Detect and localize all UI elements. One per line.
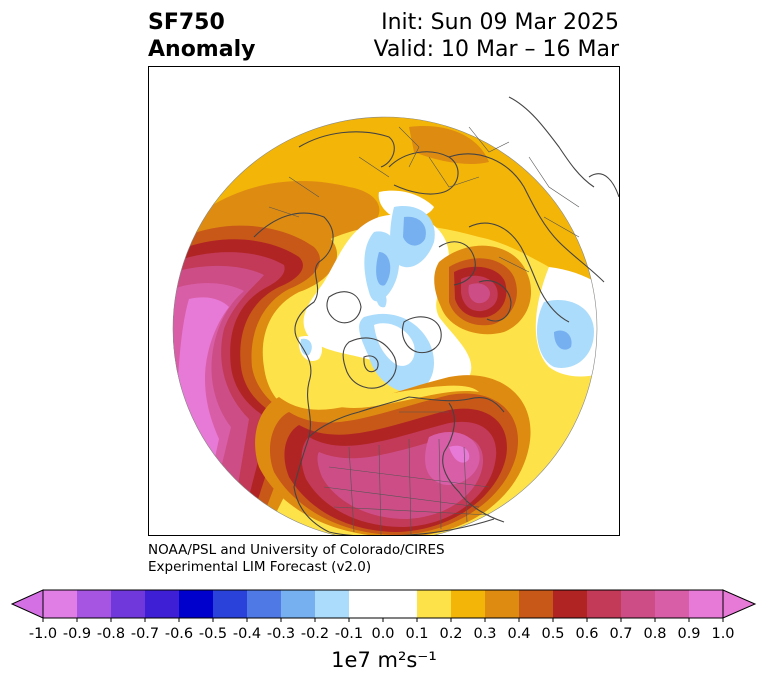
colorbar-cell	[281, 590, 316, 618]
borders	[268, 126, 580, 535]
colorbar-tick-label: 0.9	[677, 626, 700, 642]
colorbar-cell	[349, 590, 384, 618]
credit-line-1: NOAA/PSL and University of Colorado/CIRE…	[148, 542, 445, 558]
colorbar-extend-min	[10, 589, 44, 619]
colorbar-cell	[315, 590, 350, 618]
colorbar-tick-label: 0.8	[643, 626, 666, 642]
init-date: Init: Sun 09 Mar 2025	[381, 10, 619, 35]
colorbar-cell	[213, 590, 248, 618]
colorbar-cell	[621, 590, 656, 618]
anomaly-title: Anomaly	[148, 37, 256, 62]
colorbar-cell	[417, 590, 452, 618]
colorbar-cell	[451, 590, 486, 618]
colorbar-tick-label: -0.9	[63, 626, 91, 642]
colorbar-tick-label: -0.1	[335, 626, 363, 642]
colorbar-cell	[43, 590, 78, 618]
colorbar-tick-label: -0.7	[131, 626, 159, 642]
colorbar-cell	[689, 590, 724, 618]
colorbar-tick-label: 0.7	[609, 626, 632, 642]
colorbar-cell	[553, 590, 588, 618]
colorbar-tick-label: -0.5	[199, 626, 227, 642]
colorbar-tick-label: 0.3	[473, 626, 496, 642]
colorbar-cell	[587, 590, 622, 618]
colorbar-cell	[383, 590, 418, 618]
colorbar-tick-label: 1.0	[711, 626, 734, 642]
colorbar-tick-label: 0.0	[371, 626, 394, 642]
colorbar-tick-label: -1.0	[29, 626, 57, 642]
colorbar-tick-label: -0.4	[233, 626, 261, 642]
colorbar-cell	[485, 590, 520, 618]
colorbar-cell	[655, 590, 690, 618]
colorbar-cell	[77, 590, 112, 618]
colorbar-cell	[145, 590, 180, 618]
variable-title: SF750	[148, 10, 225, 35]
colorbar-tick-label: -0.3	[267, 626, 295, 642]
colorbar-tick-label: 0.2	[439, 626, 462, 642]
colorbar: -1.0 -0.9 -0.8 -0.7 -0.6 -0.5 -0.4 -0.3 -0.2 -0.1…	[10, 589, 757, 642]
valid-range: Valid: 10 Mar – 16 Mar	[373, 37, 619, 62]
colorbar-tick-labels: -1.0 -0.9 -0.8 -0.7 -0.6 -0.5 -0.4 -0.3 -0.2 -0.1…	[29, 618, 735, 642]
colorbar-tick-label: 0.4	[507, 626, 530, 642]
colorbar-cell	[519, 590, 554, 618]
colorbar-tick-label: -0.8	[97, 626, 125, 642]
colorbar-tick-label: -0.6	[165, 626, 193, 642]
colorbar-cell	[247, 590, 282, 618]
shaded-anomalies	[173, 117, 597, 535]
coastlines	[172, 96, 619, 535]
colorbar-tick-label: 0.1	[405, 626, 428, 642]
polar-map	[148, 66, 620, 536]
colorbar-tick-label: -0.2	[301, 626, 329, 642]
colorbar-tick-label: 0.6	[575, 626, 598, 642]
anomaly-field	[172, 96, 619, 535]
colorbar-extend-max	[722, 589, 757, 619]
colorbar-tick-label: 0.5	[541, 626, 564, 642]
colorbar-cell	[111, 590, 146, 618]
credit-line-2: Experimental LIM Forecast (v2.0)	[148, 559, 372, 575]
colorbar-unit-label: 1e7 m²s⁻¹	[331, 648, 437, 672]
colorbar-cells	[10, 589, 757, 619]
colorbar-cell	[179, 590, 214, 618]
